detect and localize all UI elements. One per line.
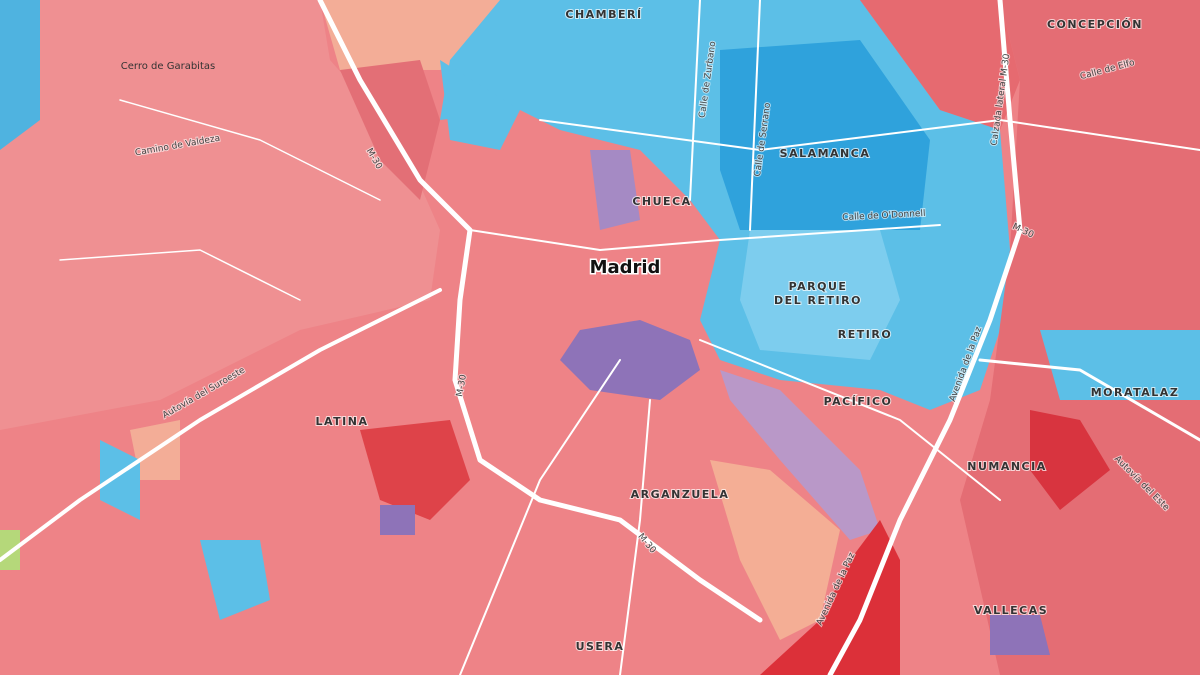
road <box>749 0 761 231</box>
park-label: PARQUE <box>789 280 848 293</box>
road <box>459 359 621 675</box>
road <box>119 99 381 201</box>
road <box>689 0 701 201</box>
district-label: PACÍFICO <box>824 395 893 408</box>
district-label: NUMANCIA <box>967 460 1046 473</box>
road <box>317 0 763 623</box>
district-label: VALLECAS <box>974 604 1048 617</box>
district-label: USERA <box>576 640 625 653</box>
road <box>59 249 301 301</box>
road <box>469 224 941 251</box>
district-label: RETIRO <box>838 328 892 341</box>
park-label: DEL RETIRO <box>774 294 862 307</box>
district-label: ARGANZUELA <box>631 488 730 501</box>
city-label: Madrid <box>590 257 661 278</box>
road <box>699 339 1001 501</box>
district-label: CONCEPCIÓN <box>1047 18 1143 31</box>
district-label: SALAMANCA <box>780 147 871 160</box>
road <box>978 358 1200 442</box>
road <box>619 399 651 675</box>
district-label: MORATALAZ <box>1091 386 1180 399</box>
district-label: LATINA <box>316 415 369 428</box>
road <box>0 288 442 562</box>
road <box>539 119 1200 151</box>
district-label: CHAMBERÍ <box>565 8 642 21</box>
district-label: CHUECA <box>632 195 691 208</box>
place-label: Cerro de Garabitas <box>121 61 215 72</box>
road <box>827 0 1023 675</box>
